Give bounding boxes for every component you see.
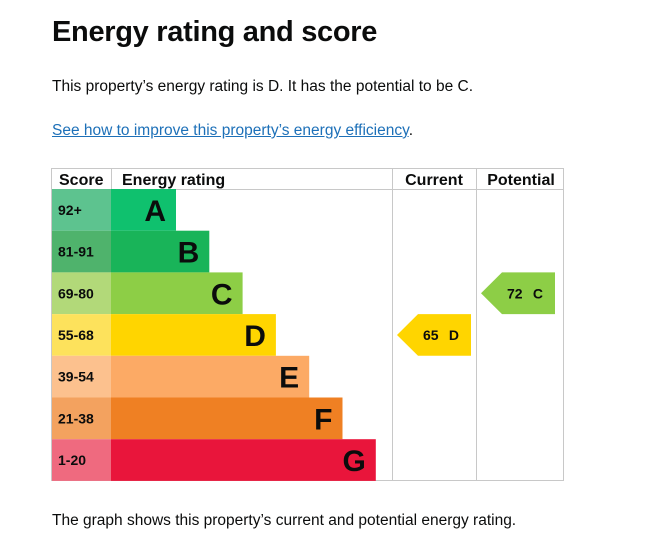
score-range-f: 21-38 (58, 410, 94, 426)
header-score: Score (59, 172, 104, 189)
graph-caption: The graph shows this property’s current … (52, 512, 517, 529)
rating-letter-d: D (244, 320, 266, 353)
graph-markers: 65 D 72 C (397, 272, 555, 356)
rating-letter-g: G (342, 445, 365, 478)
current-rating-letter: D (449, 327, 459, 343)
score-cell-c (52, 272, 111, 315)
score-cell-e (52, 355, 111, 398)
header-potential: Potential (487, 172, 555, 189)
rating-bar-d (111, 314, 276, 356)
rating-bar-e (111, 355, 310, 398)
rating-bar-c (111, 272, 243, 315)
graph-headers: Score Energy rating Current Potential (59, 172, 555, 189)
score-range-g: 1-20 (58, 452, 86, 468)
rating-letter-b: B (178, 237, 200, 270)
score-cell-g (52, 439, 111, 481)
score-cell-b (52, 230, 111, 273)
score-range-b: 81-91 (58, 244, 94, 260)
rating-letter-c: C (211, 278, 233, 311)
rating-letter-e: E (279, 362, 299, 395)
score-cell-a (52, 189, 111, 231)
score-cell-d (52, 314, 111, 356)
score-range-d: 55-68 (58, 327, 94, 343)
improve-link-suffix: . (408, 122, 413, 139)
potential-rating-score: 72 (507, 285, 523, 301)
potential-rating-letter: C (533, 285, 543, 301)
score-range-c: 69-80 (58, 285, 94, 301)
rating-summary: This property’s energy rating is D. It h… (52, 78, 474, 95)
score-cell-f (52, 397, 111, 440)
rating-bar-a (111, 189, 176, 231)
improve-efficiency-link[interactable]: See how to improve this property’s energ… (52, 122, 409, 139)
rating-bar-g (111, 439, 376, 481)
score-range-e: 39-54 (58, 369, 94, 385)
current-rating-score: 65 (423, 327, 439, 343)
graph-bands: 92+ A 81-91 B 69-80 C 55-68 D 39-54 E 21-38 F 1-20 G (52, 189, 376, 481)
current-rating-arrow (397, 314, 471, 356)
rating-bar-b (111, 230, 210, 273)
header-current: Current (405, 172, 463, 189)
rating-letter-a: A (144, 195, 166, 228)
page-title: Energy rating and score (52, 16, 378, 48)
potential-rating-arrow (481, 272, 555, 315)
improve-paragraph: See how to improve this property’s energ… (52, 122, 413, 140)
rating-letter-f: F (314, 403, 332, 436)
header-energy-rating: Energy rating (122, 172, 225, 189)
score-range-a: 92+ (58, 202, 82, 218)
rating-bar-f (111, 397, 343, 440)
